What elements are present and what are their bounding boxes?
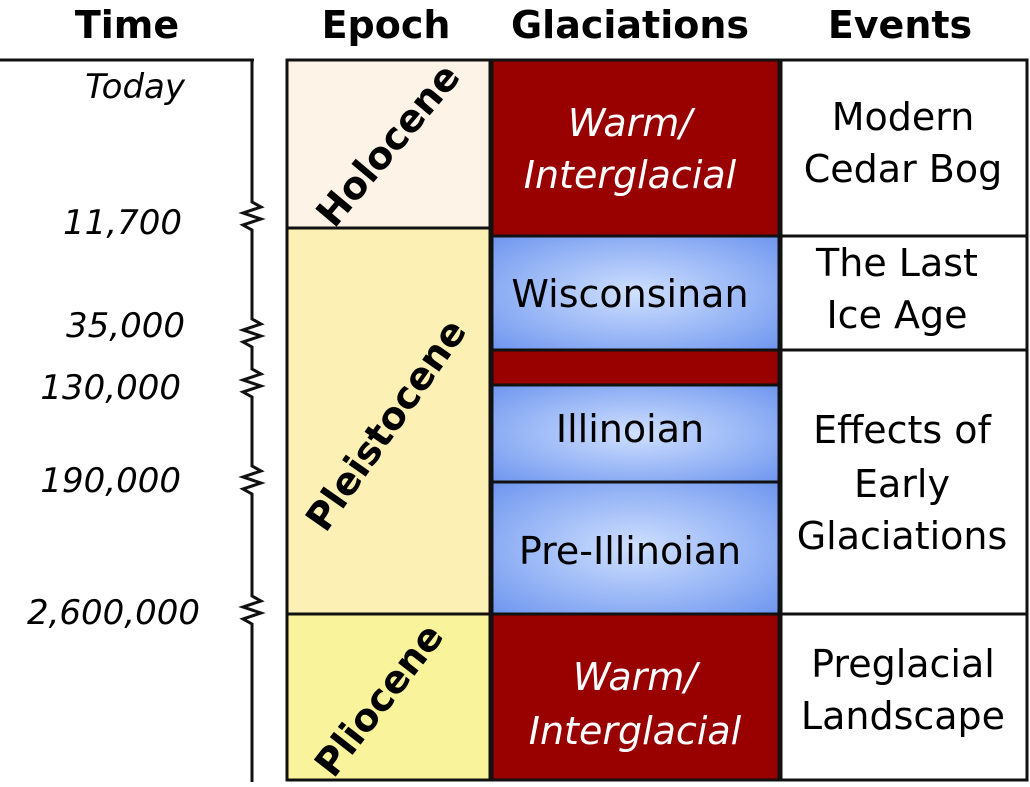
time-label-190000: 190,000 [40,461,181,501]
glaciation-warm-pliocene-line1: Warm/ [573,655,701,699]
glaciation-pre-illinoian-label: Pre-Illinoian [519,529,741,573]
header-events: Events [828,3,972,47]
event-last-ice-age-line2: Ice Age [826,293,967,337]
time-label-130000: 130,000 [40,368,181,408]
event-early-glaciations-line1: Effects of [813,408,992,452]
time-label-2600000: 2,600,000 [27,593,200,633]
glaciation-warm-interglacial-band [490,348,781,387]
event-early-glaciations-line2: Early [854,462,950,506]
epoch-column: Holocene Pleistocene Pliocene [285,55,492,785]
header-time: Time [75,3,179,47]
glaciation-wisconsinan-label: Wisconsinan [511,272,748,316]
time-labels: Today 11,700 35,000 130,000 190,000 2,60… [27,67,200,633]
glaciations-column: Warm/ Interglacial Wisconsinan Illinoian… [490,58,781,782]
glaciation-warm-holocene [490,58,781,238]
event-modern-cedar-bog-line2: Cedar Bog [804,147,1002,191]
header-epoch: Epoch [322,3,451,47]
time-axis-vertical-line [238,60,266,782]
event-early-glaciations-cell [779,348,1029,616]
event-last-ice-age-cell [779,234,1029,352]
glaciation-illinoian [490,383,781,484]
glaciation-pre-illinoian [490,480,781,616]
glaciation-warm-pliocene [490,612,781,782]
glaciation-warm-pliocene-line2: Interglacial [529,709,742,753]
event-preglacial-line1: Preglacial [811,642,995,686]
event-last-ice-age-line1: The Last [815,241,978,285]
glaciation-warm-holocene-line1: Warm/ [568,101,696,145]
glaciation-warm-holocene-line2: Interglacial [524,153,737,197]
event-early-glaciations-line3: Glaciations [797,514,1008,558]
epoch-pliocene-cell [285,612,492,782]
time-label-35000: 35,000 [66,306,185,346]
glaciation-wisconsinan [490,234,781,352]
event-modern-cedar-bog-line1: Modern [832,95,975,139]
time-label-11700: 11,700 [63,203,182,243]
epoch-pleistocene-cell [285,226,492,616]
event-preglacial-line2: Landscape [801,694,1005,738]
events-column: Modern Cedar Bog The Last Ice Age Effect… [779,58,1029,782]
header-glaciations: Glaciations [511,3,749,47]
glaciation-illinoian-label: Illinoian [556,407,704,451]
event-preglacial-cell [779,612,1029,782]
time-axis [0,58,266,782]
time-label-today: Today [85,67,186,107]
event-modern-cedar-bog-cell [779,58,1029,238]
